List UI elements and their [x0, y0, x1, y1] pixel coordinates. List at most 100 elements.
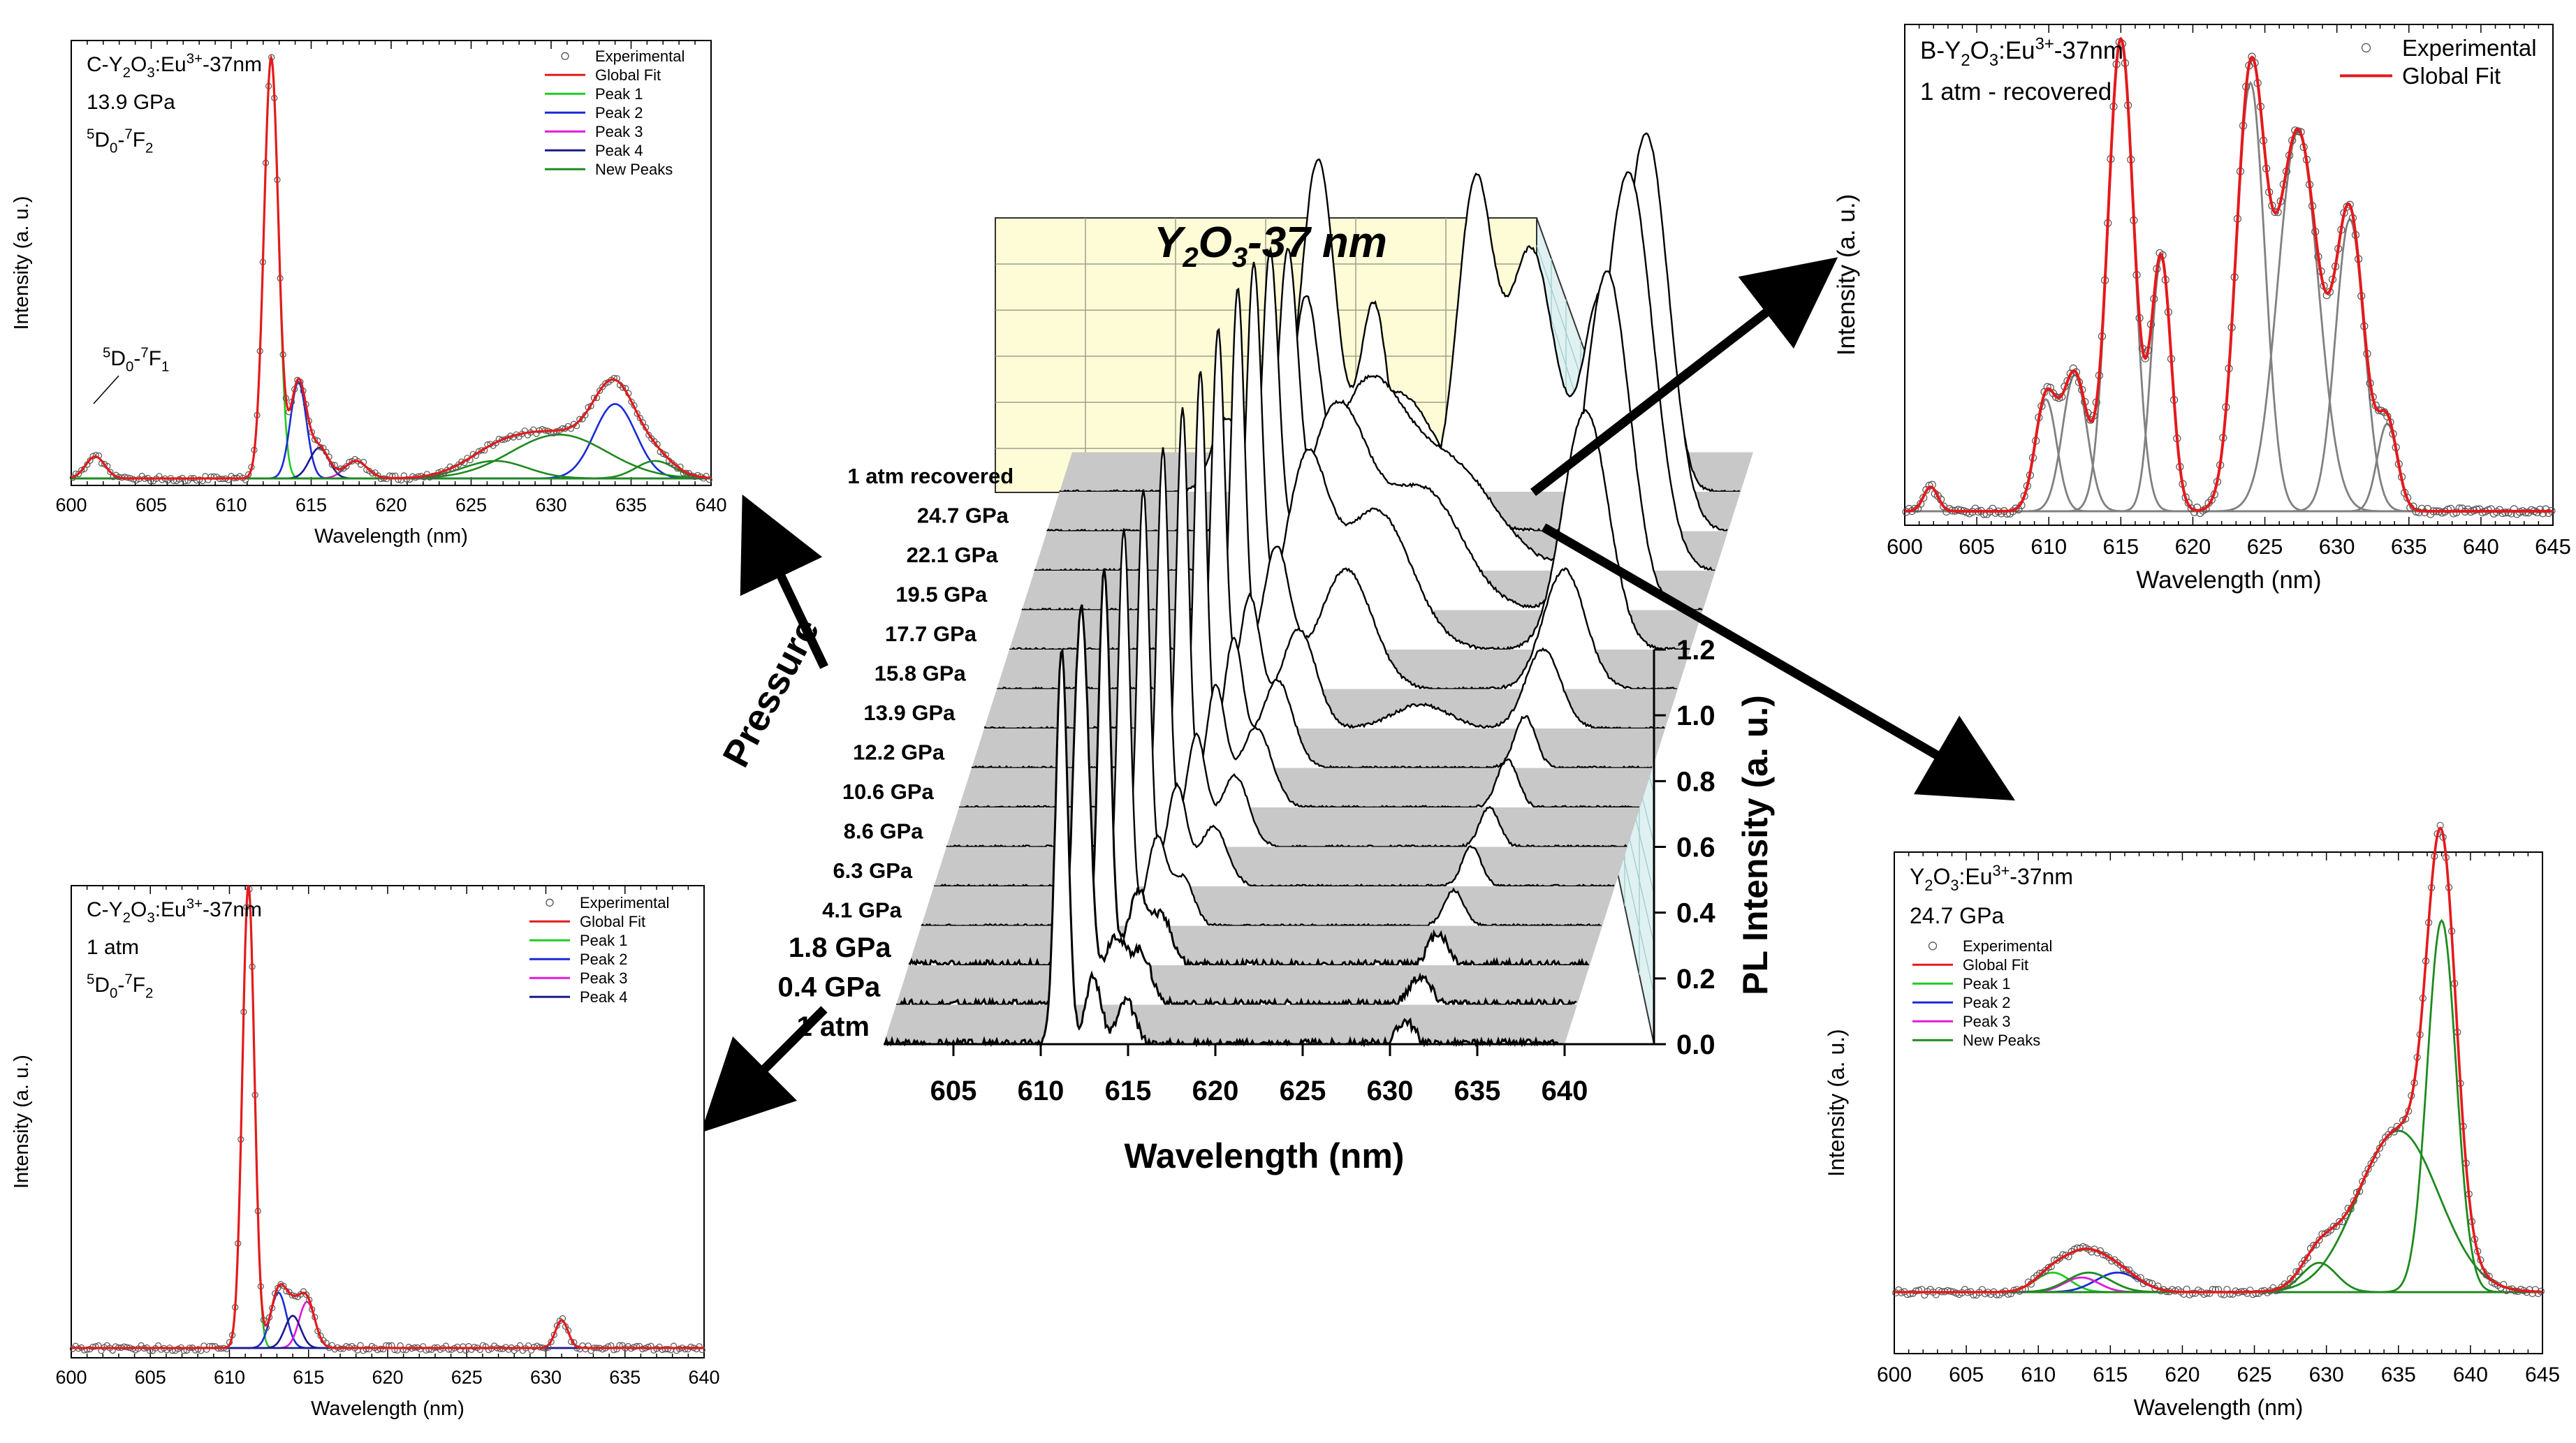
x-tick-label: 615 — [2102, 534, 2139, 559]
inset-title: C-Y2O3:Eu3+-37nm — [87, 52, 262, 81]
legend-label-peak-1: Peak 1 — [1963, 975, 2011, 992]
x-tick-label: 635 — [1454, 1076, 1501, 1106]
x-tick-label: 600 — [1877, 1363, 1912, 1386]
experimental-point — [662, 451, 670, 459]
main-title: Y2O3-37 nm — [1154, 219, 1387, 273]
legend-marker-experimental — [2361, 43, 2371, 53]
plot-frame — [71, 40, 712, 486]
plot-frame — [71, 885, 705, 1358]
x-tick-label: 620 — [1192, 1076, 1239, 1106]
legend-label-experimental: Experimental — [2402, 35, 2537, 61]
pressure-label-5: 8.6 GPa — [844, 819, 923, 844]
x-tick-label: 635 — [2391, 534, 2427, 559]
y-axis-label: Intensity (a. u.) — [10, 196, 33, 330]
experimental-point — [682, 1346, 689, 1353]
experimental-point — [2498, 508, 2507, 518]
floor-strip — [934, 847, 1627, 886]
x-tick-label: 630 — [2319, 534, 2355, 559]
legend-label-peak-1: Peak 1 — [580, 932, 628, 949]
x-tick-label: 610 — [215, 495, 247, 515]
x-tick-label: 620 — [375, 495, 407, 515]
x-tick-label: 630 — [2309, 1363, 2344, 1386]
legend-label-peak-2: Peak 2 — [595, 104, 643, 122]
experimental-point — [78, 467, 85, 474]
x-tick-label: 630 — [1367, 1076, 1414, 1106]
inset-top-left: 600 605 610 615 620 625 630 635 640 Wavelength (n… — [10, 40, 727, 548]
x-tick-label: 615 — [1105, 1076, 1152, 1106]
inset-title: C-Y2O3:Eu3+-37nm — [87, 897, 262, 926]
legend-label-global-fit: Global Fit — [2402, 63, 2501, 89]
experimental-point — [602, 380, 609, 387]
experimental-point — [92, 451, 99, 459]
x-tick-label: 645 — [2525, 1363, 2560, 1386]
x-tick-label: 625 — [1280, 1076, 1326, 1106]
inset-condition: 1 atm — [87, 936, 139, 959]
experimental-point — [92, 1343, 99, 1350]
x-tick-label: 605 — [135, 1367, 166, 1388]
pressure-label-10: 17.7 GPa — [885, 622, 977, 646]
series-fill — [884, 650, 1565, 1044]
experimental-point — [363, 1346, 369, 1353]
y-axis-label: PL Intensity (a. u.) — [1736, 695, 1775, 995]
experimental-point — [605, 1343, 612, 1350]
x-axis-label: Wavelength (nm) — [2136, 566, 2321, 594]
inset-condition: 13.9 GPa — [87, 91, 175, 114]
plot-frame — [1904, 24, 2554, 526]
x-tick-label: 620 — [2165, 1363, 2200, 1386]
legend-label-experimental: Experimental — [580, 894, 669, 911]
x-tick-label: 600 — [55, 1367, 87, 1388]
legend-label-peak-1: Peak 1 — [595, 85, 643, 103]
series-line-19.5-gpa — [1021, 246, 1703, 612]
experimental-point — [1910, 504, 1919, 513]
x-axis-label: Wavelength (nm) — [2134, 1395, 2303, 1420]
waterfall-series: 1 atm recovered 24.7 GPa 22.1 GPa 19.5 GPa 1… — [778, 132, 1753, 1048]
pressure-label-2: 1.8 GPa — [789, 932, 892, 963]
pressure-label-4: 6.3 GPa — [833, 858, 912, 883]
pressure-label-13: 24.7 GPa — [917, 504, 1009, 528]
connector-arrows — [701, 257, 2015, 1133]
pressure-label-1: 0.4 GPa — [778, 972, 881, 1003]
legend-label-experimental: Experimental — [1963, 937, 2052, 955]
series-line-0.4-gpa — [896, 604, 1577, 1009]
x-tick-label: 605 — [930, 1076, 977, 1106]
inset-condition: 24.7 GPa — [1910, 903, 2004, 928]
y-axis-label: Intensity (a. u.) — [1833, 194, 1860, 356]
x-tick-label: 600 — [1887, 534, 1923, 559]
pressure-label-14: 1 atm recovered — [847, 464, 1013, 488]
x-tick-label: 605 — [1949, 1363, 1984, 1386]
inset-transition: 5D0-7F2 — [87, 127, 153, 156]
experimental-point — [599, 1346, 606, 1353]
inset-bottom-right: 600 605 610 615 620 625 630 635 640 645 Wavelength… — [1824, 821, 2560, 1420]
y-tick-label: 0.0 — [1676, 1030, 1715, 1060]
x-tick-label: 620 — [2175, 534, 2211, 559]
pressure-label-11: 19.5 GPa — [895, 583, 988, 607]
experimental-point — [2379, 1139, 2387, 1147]
experimental-point — [343, 463, 350, 470]
x-tick-label: 615 — [293, 1367, 324, 1388]
experimental-point — [303, 1291, 310, 1298]
experimental-point — [2336, 1217, 2343, 1226]
experimental-point — [1915, 1287, 1923, 1294]
x-tick-label: 615 — [295, 495, 327, 515]
pressure-label-9: 15.8 GPa — [874, 661, 967, 686]
inset-annotation: 5D0-7F1 — [103, 346, 169, 375]
x-tick-label: 630 — [535, 495, 566, 515]
experimental-point — [1906, 1290, 1914, 1298]
legend-label-peak-4: Peak 4 — [595, 142, 643, 159]
y-tick-label: 1.0 — [1676, 701, 1715, 731]
y-tick-label: 0.8 — [1676, 766, 1715, 797]
global-fit-line — [1905, 36, 2553, 513]
y-tick-label: 0.4 — [1676, 898, 1715, 929]
legend-label-experimental: Experimental — [595, 47, 685, 65]
arrow-to-top-left-inset — [740, 495, 828, 669]
x-tick-label: 605 — [1959, 534, 1995, 559]
experimental-point — [425, 1346, 432, 1353]
experimental-point — [2315, 1236, 2323, 1244]
legend-label-new-peaks: New Peaks — [595, 161, 673, 178]
x-axis-label: Wavelength (nm) — [314, 525, 468, 548]
pressure-label-6: 10.6 GPa — [842, 779, 935, 804]
x-tick-label: 625 — [455, 495, 487, 515]
x-tick-label: 640 — [1542, 1076, 1588, 1106]
series-fill — [1060, 159, 1741, 492]
experimental-point — [2485, 1273, 2493, 1280]
